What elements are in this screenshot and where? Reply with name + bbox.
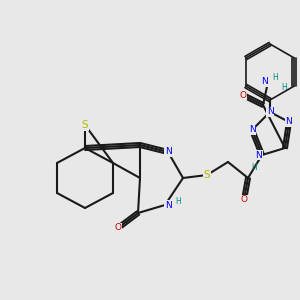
Text: S: S [204, 170, 210, 180]
Text: H: H [272, 73, 278, 82]
Text: O: O [115, 224, 122, 232]
Text: O: O [239, 91, 247, 100]
Text: O: O [241, 196, 248, 205]
Text: N: N [255, 151, 262, 160]
Text: N: N [249, 125, 255, 134]
Text: S: S [82, 120, 88, 130]
Text: N: N [165, 148, 171, 157]
Text: H: H [251, 163, 257, 172]
Text: H: H [281, 82, 287, 91]
Text: N: N [261, 77, 268, 86]
Text: N: N [286, 118, 292, 127]
Text: H: H [175, 197, 181, 206]
Text: N: N [267, 107, 273, 116]
Text: N: N [165, 200, 172, 209]
